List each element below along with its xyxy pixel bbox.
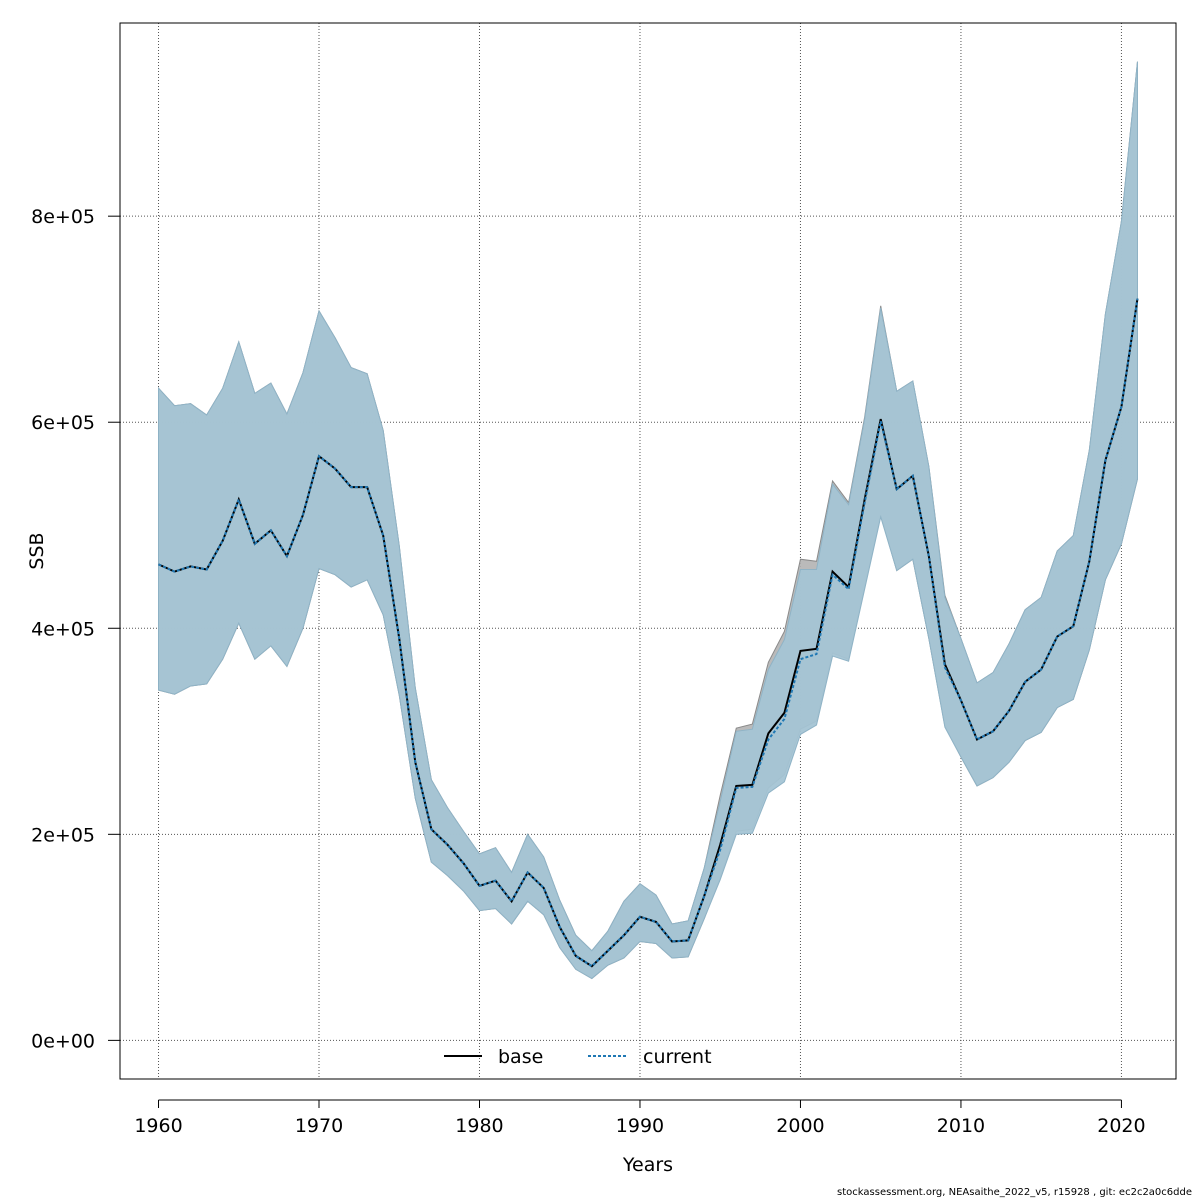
x-tick-label-2000: 2000 bbox=[776, 1115, 824, 1137]
legend-label-base: base bbox=[498, 1046, 543, 1068]
x-tick-label-1990: 1990 bbox=[616, 1115, 664, 1137]
y-axis-label: SSB bbox=[26, 532, 48, 569]
y-tick-label-4: 8e+05 bbox=[31, 206, 95, 228]
series-lines bbox=[158, 298, 1139, 968]
y-tick-label-2: 4e+05 bbox=[31, 618, 95, 640]
x-tick-label-2020: 2020 bbox=[1097, 1115, 1145, 1137]
legend: base current bbox=[444, 1046, 712, 1068]
x-tick-label-1960: 1960 bbox=[134, 1115, 182, 1137]
footer-credit: stockassessment.org, NEAsaithe_2022_v5, … bbox=[837, 1187, 1192, 1198]
y-tick-label-1: 2e+05 bbox=[31, 824, 95, 846]
y-tick-label-3: 6e+05 bbox=[31, 412, 95, 434]
y-axis: 0e+00 2e+05 4e+05 6e+05 8e+05 bbox=[31, 206, 120, 1052]
x-tick-label-2010: 2010 bbox=[937, 1115, 985, 1137]
band-current bbox=[158, 61, 1138, 980]
confidence-bands bbox=[158, 61, 1138, 980]
line-current bbox=[158, 298, 1139, 968]
y-tick-label-0: 0e+00 bbox=[31, 1030, 95, 1052]
plot-frame bbox=[119, 22, 1177, 1080]
x-tick-label-1980: 1980 bbox=[455, 1115, 503, 1137]
x-axis: 1960 1970 1980 1990 2000 2010 2020 bbox=[134, 1099, 1146, 1137]
x-tick-label-1970: 1970 bbox=[295, 1115, 343, 1137]
legend-label-current: current bbox=[643, 1046, 712, 1068]
x-axis-label: Years bbox=[622, 1154, 673, 1176]
